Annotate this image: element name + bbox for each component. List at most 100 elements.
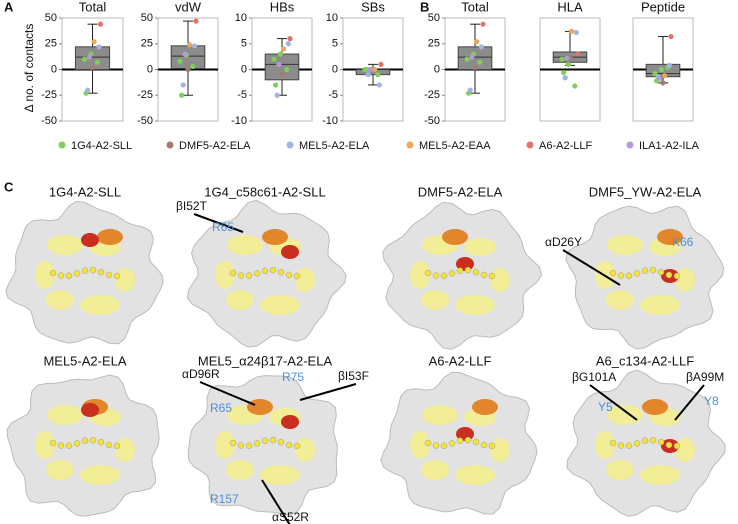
data-point — [91, 39, 97, 45]
protein-surface — [186, 199, 347, 348]
protein-surface — [6, 374, 160, 517]
peptide-atom — [641, 267, 649, 274]
data-point — [652, 71, 658, 77]
data-point — [573, 29, 580, 36]
peptide-atom — [464, 436, 472, 444]
peptide-atom — [261, 267, 269, 274]
legend-marker — [166, 141, 174, 149]
data-point — [562, 75, 568, 81]
annotation-line — [299, 383, 357, 401]
peptide-atom — [432, 272, 440, 279]
peptide-atom — [649, 436, 657, 444]
contact-patch — [675, 268, 695, 292]
peptide-atom — [65, 442, 73, 449]
peptide-atom — [293, 272, 301, 280]
peptide-atom — [49, 439, 57, 447]
chart-title: HLA — [557, 0, 583, 14]
data-point — [569, 28, 575, 34]
y-tick-label: 50 — [141, 12, 153, 24]
chart-title: HBs — [270, 0, 295, 14]
data-point — [662, 73, 668, 79]
y-tick-label: -25 — [137, 89, 153, 101]
data-point — [367, 66, 373, 73]
peptide-atom — [97, 438, 105, 446]
protein-surface — [187, 375, 338, 516]
residue-label: R65 — [212, 220, 234, 234]
peptide-atom — [277, 268, 285, 276]
data-point — [467, 87, 473, 93]
peptide-atom — [480, 271, 488, 279]
peptide-atom — [285, 441, 293, 449]
peptide-atom — [609, 269, 617, 277]
contact-patch — [215, 261, 235, 289]
data-point — [474, 39, 480, 45]
contact-patch — [80, 465, 120, 485]
protein-surface — [382, 201, 543, 350]
contact-patch — [595, 431, 615, 459]
contact-patch — [464, 238, 496, 256]
legend-label: ILA1-A2-ILA — [639, 140, 700, 152]
data-point — [378, 61, 384, 67]
annotation-line — [674, 384, 705, 421]
data-point — [89, 64, 96, 71]
peptide-atom — [57, 272, 65, 279]
legend-label: A6-A2-LLF — [539, 140, 592, 152]
peptide-atom — [617, 272, 625, 279]
peptide-atom — [89, 436, 97, 444]
peptide-atom — [73, 440, 81, 447]
peptide-atom — [261, 437, 269, 444]
peptide-atom — [253, 270, 261, 277]
structure-title: A6_c134-A2-LLF — [596, 353, 694, 368]
data-point — [273, 82, 279, 88]
structure-title: MEL5_α24β17-A2-ELA — [198, 353, 333, 368]
residue-label: Y8 — [704, 394, 719, 408]
peptide-atom — [657, 268, 665, 276]
data-point — [564, 55, 570, 61]
peptide-atom — [456, 267, 464, 274]
panel-letter: C — [4, 179, 14, 194]
data-point — [572, 83, 578, 89]
contact-patch — [410, 431, 430, 459]
structure-title: 1G4_c58c61-A2-SLL — [204, 184, 325, 199]
peptide-atom — [633, 270, 641, 277]
peptide-atom — [81, 437, 89, 444]
peptide-atom — [105, 441, 113, 449]
y-tick-label: -25 — [41, 89, 57, 101]
peptide-atom — [657, 438, 665, 446]
mutation-label: βI52T — [176, 199, 208, 213]
peptide-atom — [472, 268, 480, 276]
peptide-atom — [269, 436, 277, 444]
peptide-atom — [424, 439, 432, 447]
box — [170, 45, 206, 69]
data-point — [185, 66, 191, 73]
annotation-line — [199, 381, 256, 406]
contact-patch — [606, 290, 634, 310]
y-tick-label: 0 — [434, 63, 440, 75]
structure-title: MEL5-A2-ELA — [43, 353, 126, 368]
peptide-atom — [81, 267, 89, 274]
data-point — [658, 66, 665, 73]
data-point — [372, 66, 378, 73]
contact-patch — [455, 465, 495, 485]
residue-label: Y5 — [598, 400, 613, 414]
y-tick-label: 50 — [428, 12, 440, 24]
data-point — [480, 21, 486, 27]
data-point — [187, 42, 193, 48]
contact-patch — [281, 245, 299, 259]
legend-label: MEL5-A2-ELA — [299, 140, 370, 152]
y-tick-label: 25 — [428, 38, 440, 50]
peptide-atom — [649, 266, 657, 274]
peptide-atom — [617, 442, 625, 449]
peptide-atom — [641, 437, 649, 444]
legend-label: MEL5-A2-EAA — [419, 140, 491, 152]
protein-surface — [565, 205, 725, 350]
data-point — [276, 61, 282, 67]
data-point — [86, 54, 92, 60]
peptide-atom — [237, 272, 245, 279]
annotation-line — [261, 479, 291, 524]
structure-title: DMF5_YW-A2-ELA — [589, 184, 702, 199]
data-point — [565, 61, 572, 67]
y-tick-label: 10 — [235, 12, 247, 24]
contact-patch — [640, 465, 680, 485]
